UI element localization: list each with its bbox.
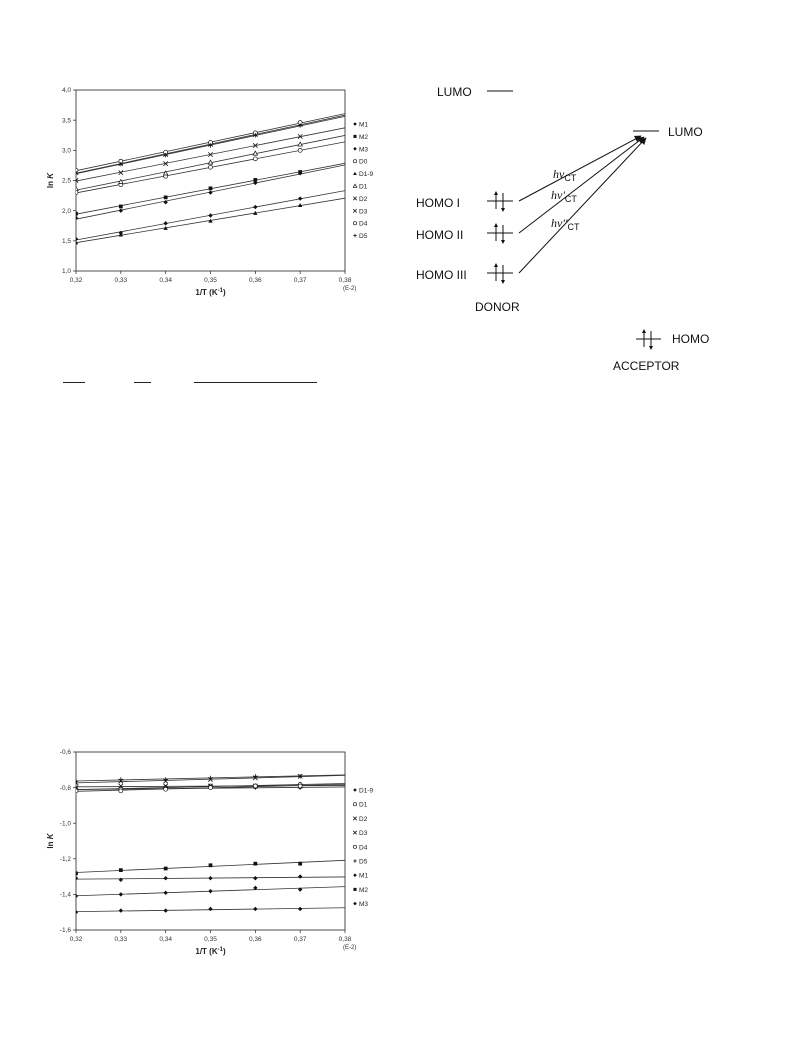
text-rule-1 [63, 382, 85, 383]
homo-2-spin-pair [494, 223, 505, 244]
ct-transition-3-label: hν''CT [551, 216, 580, 232]
homo-acceptor-spin-pair [642, 329, 653, 350]
homo-3-spin-pair [494, 263, 505, 284]
donor-label: DONOR [475, 300, 520, 314]
acceptor-label: ACCEPTOR [613, 359, 680, 373]
ct-transition-2-arrow [518, 136, 645, 234]
text-rule-2 [134, 382, 151, 383]
homo-1-spin-pair [494, 191, 505, 212]
text-rule-3 [194, 382, 317, 383]
lumo-top-label: LUMO [437, 85, 472, 99]
homo-acceptor-label: HOMO [672, 332, 709, 346]
ct-transition-1-arrow [518, 135, 642, 202]
homo-1-label: HOMO I [416, 196, 460, 210]
ct-transition-3-arrow [518, 137, 647, 274]
homo-3-label: HOMO III [416, 268, 467, 282]
homo-2-label: HOMO II [416, 228, 463, 242]
ct-transition-1-label: hνCT [553, 167, 577, 183]
lumo-acceptor-label: LUMO [668, 125, 703, 139]
ct-transition-2-label: hν'CT [551, 188, 577, 204]
